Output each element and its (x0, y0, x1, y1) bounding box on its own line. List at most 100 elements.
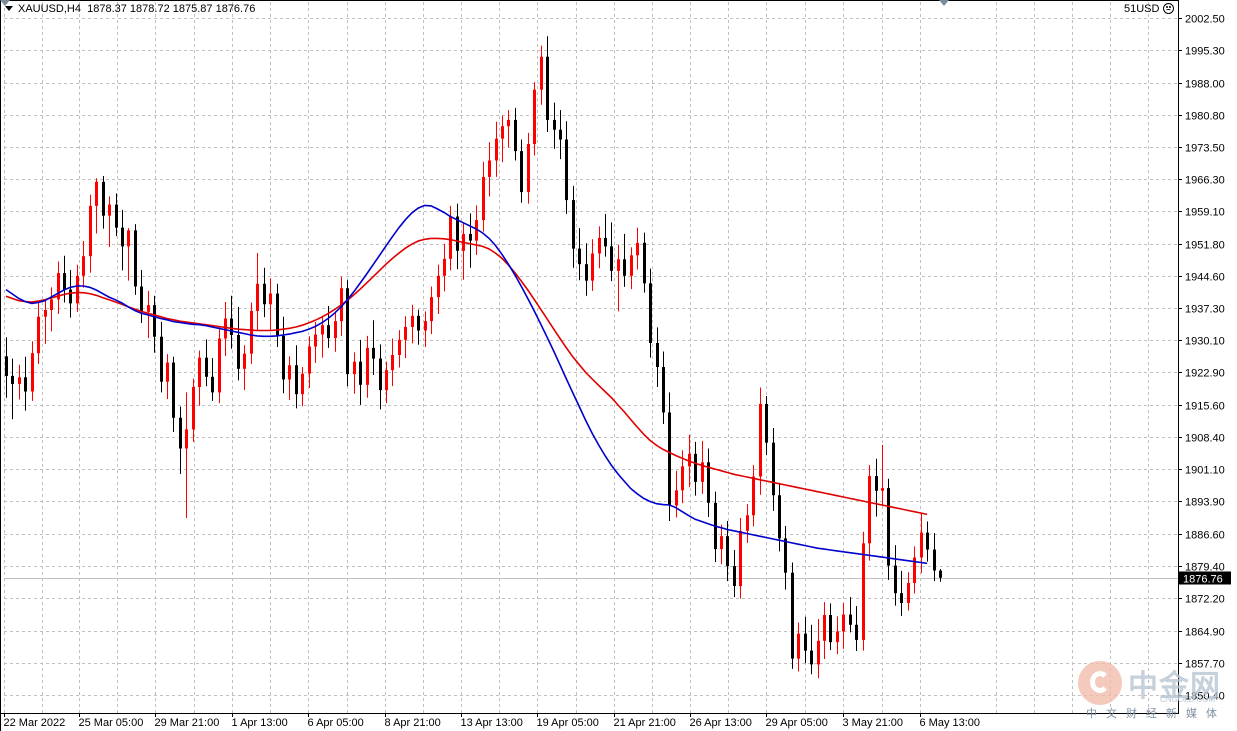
candle-bull (185, 429, 188, 449)
x-tick-label: 6 Apr 05:00 (308, 717, 364, 729)
x-tick-label: 29 Mar 21:00 (155, 717, 220, 729)
candle-bear (179, 417, 182, 449)
candle-bull (353, 361, 356, 375)
candle-bear (346, 288, 349, 375)
candle-bull (398, 339, 401, 356)
candle-bull (192, 387, 195, 430)
x-tick-label: 3 May 21:00 (843, 717, 904, 729)
symbol-menu-arrow-icon[interactable] (5, 6, 13, 11)
candle-bear (230, 318, 233, 335)
candle-bull (430, 297, 433, 322)
candle-bull (31, 353, 34, 392)
candle-bull (836, 631, 839, 643)
candle-bear (102, 181, 105, 216)
candle-bear (900, 593, 903, 603)
candle-bear (623, 259, 626, 276)
current-price-tag (1179, 571, 1231, 585)
candle-bull (920, 532, 923, 558)
candle-bull (681, 466, 684, 491)
candle-bull (449, 216, 452, 259)
ma-slow-line (5, 237, 928, 516)
x-tick-label: 26 Apr 13:00 (690, 717, 752, 729)
candle-bull (314, 334, 317, 347)
candle-bull (366, 347, 369, 385)
candle-bear (939, 570, 942, 578)
y-tick-label: 1901.10 (1185, 465, 1225, 477)
x-tick-label: 1 Apr 13:00 (232, 717, 288, 729)
candle-bull (147, 305, 150, 312)
candle-bear (810, 650, 813, 665)
y-tick-label: 1908.40 (1185, 433, 1225, 445)
candle-bear (69, 289, 72, 304)
y-tick-label: 1951.80 (1185, 240, 1225, 252)
candle-bull (817, 640, 820, 665)
ohlc-close: 1876.76 (215, 3, 256, 15)
candle-bear (520, 151, 523, 193)
y-tick-label: 1893.90 (1185, 497, 1225, 509)
candle-bull (89, 205, 92, 257)
account-label: 51USD (1124, 3, 1160, 15)
y-tick-label: 1988.00 (1185, 79, 1225, 91)
candle-bear (875, 476, 878, 491)
y-tick-label: 2002.50 (1185, 14, 1225, 26)
candle-bull (269, 293, 272, 305)
candle-bear (327, 325, 330, 339)
expert-smiley-icon[interactable] (1163, 3, 1174, 14)
candle-bear (585, 264, 588, 281)
candle-bear (276, 293, 279, 336)
candle-bear (140, 286, 143, 312)
candle-bear (359, 361, 362, 385)
y-tick-label: 1973.50 (1185, 143, 1225, 155)
x-tick-label: 19 Apr 05:00 (537, 717, 599, 729)
candle-bull (18, 377, 21, 384)
grid (4, 2, 1178, 713)
y-tick-label: 1922.90 (1185, 368, 1225, 380)
candle-bear (765, 403, 768, 443)
candle-bull (127, 230, 130, 247)
y-tick-label: 1872.20 (1185, 594, 1225, 606)
candle-bull (862, 543, 865, 640)
candle-bear (643, 242, 646, 284)
watermark: 中金网 CNGOLD.COM 中文财经新媒体 (1078, 657, 1228, 723)
ohlc-low: 1875.87 (172, 3, 213, 15)
moving-averages (5, 204, 928, 565)
candle-bull (57, 273, 60, 300)
candle-bull (166, 362, 169, 382)
candle-bull (842, 614, 845, 632)
candle-bull (797, 633, 800, 659)
y-tick-label: 1937.30 (1185, 304, 1225, 316)
candle-bull (321, 325, 324, 335)
candle-bull (739, 530, 742, 587)
candle-bull (598, 237, 601, 254)
candle-bear (887, 488, 890, 566)
candle-bull (527, 143, 530, 193)
candle-bull (475, 220, 478, 241)
candles (5, 36, 942, 679)
candle-bear (707, 462, 710, 503)
x-tick-label: 8 Apr 21:00 (385, 717, 441, 729)
candle-bear (894, 565, 897, 594)
candle-bull (243, 353, 246, 369)
candle-bear (172, 362, 175, 418)
chart-header: XAUUSD,H4 1878.37 1878.72 1875.87 1876.7… (18, 3, 255, 15)
x-tick-label: 21 Apr 21:00 (614, 717, 676, 729)
y-tick-label: 1944.60 (1185, 272, 1225, 284)
symbol-timeframe: XAUUSD,H4 (18, 3, 81, 15)
chart-end-marker-icon[interactable] (939, 0, 949, 6)
candle-bear (578, 248, 581, 265)
candle-bear (694, 453, 697, 482)
chart-shift-marker-icon[interactable] (0, 0, 10, 6)
candle-bear (662, 367, 665, 413)
candle-bull (540, 56, 543, 90)
candle-bear (153, 305, 156, 337)
candle-bear (282, 335, 285, 380)
candle-bull (675, 490, 678, 506)
candle-bull (720, 536, 723, 550)
candle-bull (308, 346, 311, 374)
candle-bull (411, 315, 414, 327)
x-tick-label: 22 Mar 2022 (4, 717, 66, 729)
plot-frame (0, 0, 1179, 714)
candle-bear (604, 237, 607, 247)
candle-bear (784, 538, 787, 573)
